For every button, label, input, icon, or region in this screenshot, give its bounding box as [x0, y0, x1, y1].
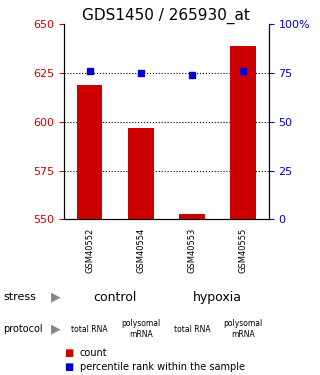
Text: protocol: protocol	[3, 324, 43, 334]
Text: polysomal
mRNA: polysomal mRNA	[224, 320, 263, 339]
Text: total RNA: total RNA	[71, 324, 108, 334]
Text: GSM40555: GSM40555	[239, 228, 248, 273]
Bar	[230, 46, 256, 219]
Bar	[179, 213, 205, 219]
Bar	[128, 128, 154, 219]
Text: hypoxia: hypoxia	[193, 291, 242, 304]
Text: ▶: ▶	[51, 291, 61, 304]
Text: GSM40553: GSM40553	[188, 228, 196, 273]
Text: ■: ■	[64, 348, 73, 358]
Text: GSM40554: GSM40554	[136, 228, 145, 273]
Text: GSM40552: GSM40552	[85, 228, 94, 273]
Text: control: control	[93, 291, 137, 304]
Text: percentile rank within the sample: percentile rank within the sample	[80, 362, 245, 372]
Text: stress: stress	[3, 292, 36, 302]
Title: GDS1450 / 265930_at: GDS1450 / 265930_at	[83, 8, 250, 24]
Text: count: count	[80, 348, 108, 358]
Text: ■: ■	[64, 362, 73, 372]
Text: total RNA: total RNA	[174, 324, 210, 334]
Text: ▶: ▶	[51, 322, 61, 336]
Bar	[77, 85, 102, 219]
Text: polysomal
mRNA: polysomal mRNA	[121, 320, 160, 339]
